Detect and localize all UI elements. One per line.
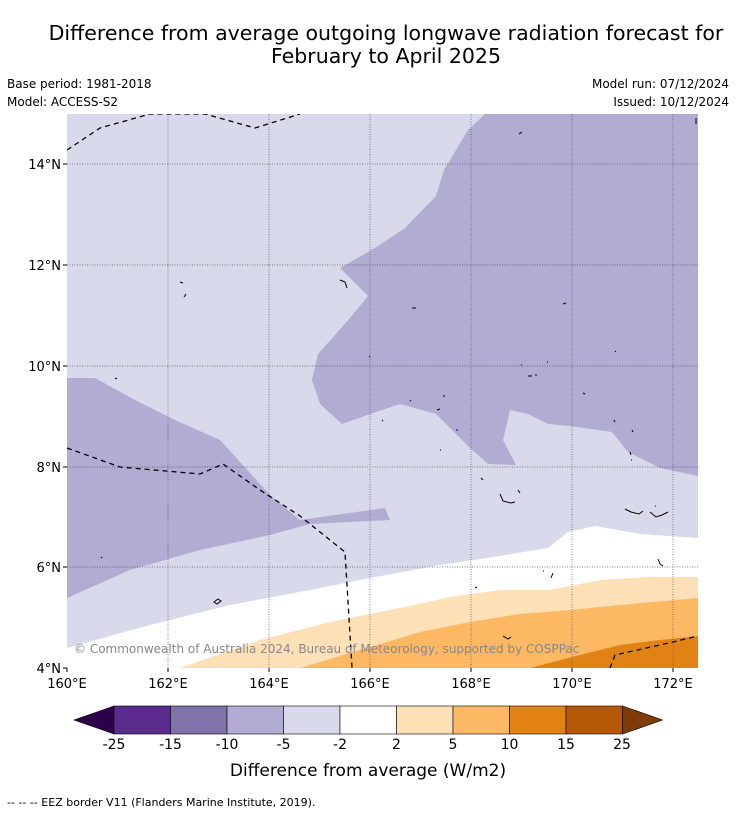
issued-date: Issued: 10/12/2024 [613,95,729,109]
colorbar-title: Difference from average (W/m2) [229,761,507,781]
y-tick-labels: 14°N 12°N 10°N 8°N 6°N 4°N [28,158,61,677]
colorbar-label: -25 [102,737,126,753]
islands [100,118,697,640]
copyright-notice: © Commonwealth of Australia 2024, Bureau… [74,642,579,656]
footer-note: -- -- -- EEZ border V11 (Flanders Marine… [7,796,316,809]
map-fill: © Commonwealth of Australia 2024, Bureau… [67,114,698,668]
colorbar-segment [396,705,454,735]
y-tick-8n: 8°N [37,461,62,476]
colorbar-label: -10 [215,737,239,753]
y-tick-12n: 12°N [28,259,61,274]
x-tick-162e: 162°E [148,677,188,692]
eez-borders [67,114,698,668]
model-name: Model: ACCESS-S2 [7,95,119,109]
colorbar-label: 10 [500,737,519,753]
region-minus-5-to-minus-10-west [67,378,390,598]
colorbar-segment [226,705,284,735]
colorbar-segment [170,705,228,735]
y-tick-10n: 10°N [28,360,61,375]
colorbar-segments [73,705,664,735]
model-run: Model run: 07/12/2024 [591,77,729,91]
colorbar-label: 2 [392,737,401,753]
colorbar-segment [509,705,567,735]
title-line-2: February to April 2025 [271,44,501,68]
colorbar-label: 5 [448,737,458,753]
colorbar-label: -2 [333,737,347,753]
x-tick-172e: 172°E [653,677,693,692]
base-period: Base period: 1981-2018 [7,77,152,91]
chart-title: Difference from average outgoing longwav… [0,22,736,68]
x-axis [66,668,674,672]
colorbar-segment [113,705,171,735]
colorbar-label: 15 [557,737,575,753]
y-axis [63,163,67,669]
colorbar-segment [565,705,623,735]
x-tick-170e: 170°E [552,677,592,692]
colorbar-segment [283,705,341,735]
colorbar-label: -15 [159,737,182,753]
colorbar-segment [339,705,397,735]
colorbar-label: 25 [613,737,631,753]
y-tick-14n: 14°N [28,158,61,173]
colorbar-arrow-high [622,705,664,735]
colorbar [73,705,664,735]
x-tick-166e: 166°E [350,677,390,692]
colorbar-label: -5 [276,737,291,753]
x-tick-labels: 160°E 162°E 164°E 166°E 168°E 170°E 172°… [47,677,693,692]
x-tick-160e: 160°E [47,677,87,692]
colorbar-arrow-low [73,705,115,735]
title-line-1: Difference from average outgoing longwav… [48,21,724,45]
map: © Commonwealth of Australia 2024, Bureau… [28,114,698,692]
colorbar-segment [452,705,510,735]
x-tick-164e: 164°E [249,677,289,692]
grid-lines [67,114,698,668]
meta-left: Base period: 1981-2018 Model: ACCESS-S2 [7,75,152,111]
y-tick-6n: 6°N [37,561,62,576]
x-tick-168e: 168°E [451,677,491,692]
meta-right: Model run: 07/12/2024 Issued: 10/12/2024 [592,75,729,111]
region-minus-5-to-minus-10-north [312,114,698,476]
y-tick-4n: 4°N [37,662,62,677]
